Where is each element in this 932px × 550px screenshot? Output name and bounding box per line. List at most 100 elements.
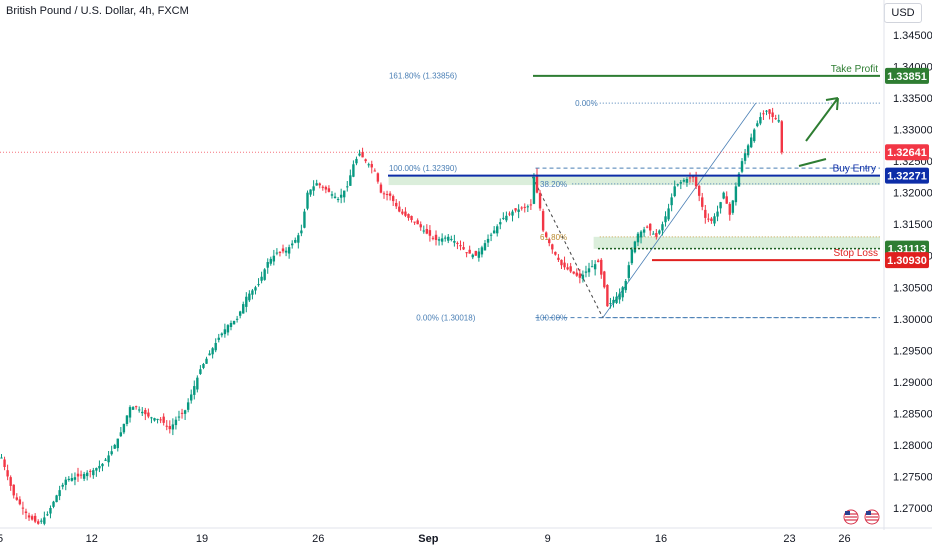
candle-body xyxy=(245,296,248,307)
candle-body xyxy=(520,207,523,209)
candle-body xyxy=(180,412,184,414)
candle-body xyxy=(459,245,462,247)
candle-body xyxy=(339,194,343,198)
y-tick-label: 1.33000 xyxy=(893,125,932,137)
stop-zone xyxy=(593,236,880,249)
candle-body xyxy=(272,255,276,262)
candle-body xyxy=(193,386,196,395)
candle-body xyxy=(156,418,159,420)
candle-body xyxy=(12,484,15,496)
candle-body xyxy=(667,208,670,220)
candle-body xyxy=(535,174,539,193)
fib-label: 38.20% xyxy=(540,180,567,189)
candle-body xyxy=(190,394,193,401)
candle-body xyxy=(168,426,171,430)
candle-body xyxy=(3,459,6,468)
candle-body xyxy=(144,410,147,415)
candle-body xyxy=(269,258,272,264)
candle-body xyxy=(388,193,392,196)
candle-body xyxy=(327,188,331,192)
candle-body xyxy=(771,112,774,117)
candle-body xyxy=(306,192,309,209)
candle-body xyxy=(743,153,747,161)
candle-body xyxy=(548,239,551,244)
candle-body xyxy=(196,377,199,390)
us-flag-icon xyxy=(843,509,859,525)
candle-body xyxy=(312,186,315,191)
y-tick-label: 1.28500 xyxy=(893,408,932,420)
candle-body xyxy=(37,521,40,524)
candle-body xyxy=(211,348,214,355)
candle-body xyxy=(208,353,211,356)
candle-body xyxy=(235,318,239,320)
candle-body xyxy=(413,221,416,223)
price-flag xyxy=(885,144,929,161)
candle-body xyxy=(128,407,132,418)
candle-body xyxy=(79,474,83,476)
candle-body xyxy=(618,293,621,300)
candle-body xyxy=(691,176,695,178)
level-annotation: Buy Entry xyxy=(833,164,876,175)
y-tick-label: 1.30000 xyxy=(893,314,932,326)
chart-title: British Pound / U.S. Dollar, 4h, FXCM xyxy=(6,5,189,17)
fibonacci-layer: 161.80% (1.33856) 0.00% 100.00% (1.32390) 3… xyxy=(389,72,880,323)
candle-body xyxy=(266,262,269,268)
candle-body xyxy=(361,152,364,158)
candle-body xyxy=(756,123,759,127)
candle-body xyxy=(95,468,98,471)
candle-body xyxy=(324,186,328,190)
candle-body xyxy=(401,211,404,214)
candle-body xyxy=(242,304,245,314)
candle-body xyxy=(238,311,242,316)
candles-layer xyxy=(0,107,783,526)
flag-canton xyxy=(845,511,850,515)
candle-body xyxy=(431,237,435,239)
candle-body xyxy=(367,164,370,166)
candle-body xyxy=(468,249,471,254)
fib-label: 161.80% (1.33856) xyxy=(389,72,457,81)
candle-body xyxy=(740,161,744,172)
candle-body xyxy=(223,329,227,335)
price-flag-text: 1.33851 xyxy=(887,71,927,83)
candle-body xyxy=(572,271,575,274)
y-tick-label: 1.28000 xyxy=(893,440,932,452)
candle-body xyxy=(385,194,389,196)
x-tick-label: Sep xyxy=(418,533,438,545)
candle-body xyxy=(624,280,627,291)
candle-body xyxy=(370,164,373,168)
candle-body xyxy=(254,287,257,291)
candle-body xyxy=(303,211,306,228)
candle-body xyxy=(658,230,661,234)
candle-body xyxy=(486,238,490,243)
candle-body xyxy=(257,284,260,286)
fib-label: 61.80% xyxy=(540,233,567,242)
candle-body xyxy=(526,206,530,208)
candle-body xyxy=(768,109,771,114)
candle-body xyxy=(697,185,701,196)
candle-body xyxy=(294,239,297,243)
y-tick-label: 1.29000 xyxy=(893,377,932,389)
candle-body xyxy=(159,419,162,421)
candle-body xyxy=(150,417,153,419)
candle-body xyxy=(73,477,77,480)
candle-body xyxy=(391,196,395,202)
candle-body xyxy=(284,250,288,253)
candle-body xyxy=(248,293,251,301)
fib-diagonal xyxy=(602,102,757,318)
candle-body xyxy=(566,267,569,270)
candle-body xyxy=(287,247,291,254)
price-flag-text: 1.30930 xyxy=(887,255,927,267)
candle-body xyxy=(27,515,31,518)
candle-body xyxy=(119,432,123,437)
candle-body xyxy=(502,217,505,219)
candle-body xyxy=(560,259,563,266)
candle-body xyxy=(6,470,9,477)
candle-body xyxy=(437,239,441,241)
candle-body xyxy=(728,203,731,215)
candle-body xyxy=(676,184,679,186)
candle-body xyxy=(551,244,554,250)
x-tick-label: 12 xyxy=(86,533,98,545)
candle-body xyxy=(719,202,722,209)
